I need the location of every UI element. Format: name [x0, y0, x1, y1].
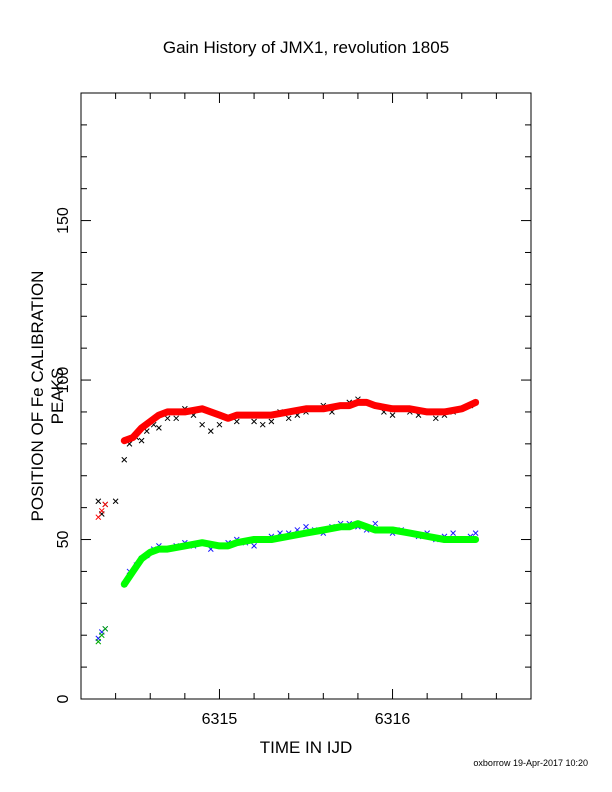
- y-tick-label: 100: [55, 367, 72, 394]
- data-point-0: [251, 418, 257, 425]
- fit-line-3: [120, 520, 480, 588]
- data-point-5: [98, 632, 105, 639]
- data-point-0: [173, 415, 180, 422]
- data-point-0: [432, 415, 439, 422]
- data-point-0: [389, 412, 396, 418]
- data-point-1: [472, 530, 479, 537]
- data-point-0: [216, 421, 223, 428]
- data-point-0: [156, 425, 162, 431]
- plot-frame: [80, 92, 532, 700]
- data-point-0: [138, 437, 145, 444]
- data-point-0: [233, 418, 240, 425]
- data-point-0: [259, 421, 266, 428]
- data-point-0: [268, 418, 275, 425]
- data-point-1: [251, 543, 257, 549]
- data-point-0: [199, 421, 206, 428]
- y-tick-label: 150: [55, 207, 72, 234]
- data-point-1: [372, 520, 379, 527]
- y-tick-label: 0: [55, 694, 72, 703]
- y-tick-label: 50: [55, 531, 72, 549]
- data-point-4: [95, 514, 102, 521]
- x-axis-label: TIME IN IJD: [259, 738, 353, 757]
- data-point-5: [102, 625, 109, 632]
- data-point-1: [450, 530, 456, 537]
- data-point-0: [285, 415, 292, 422]
- footer-stamp: oxborrow 19-Apr-2017 10:20: [473, 758, 588, 768]
- data-point-1: [303, 523, 309, 530]
- x-tick-label: 6315: [202, 711, 238, 728]
- data-point-4: [102, 501, 109, 508]
- chart-title: Gain History of JMX1, revolution 1805: [162, 38, 450, 57]
- x-tick-label: 6316: [375, 711, 411, 728]
- data-point-0: [207, 428, 214, 434]
- data-point-0: [95, 498, 102, 505]
- data-point-0: [112, 498, 119, 505]
- data-point-4: [98, 507, 105, 514]
- data-point-0: [121, 456, 128, 463]
- data-point-5: [95, 638, 102, 645]
- data-point-0: [164, 415, 171, 422]
- fit-line-2: [120, 398, 480, 445]
